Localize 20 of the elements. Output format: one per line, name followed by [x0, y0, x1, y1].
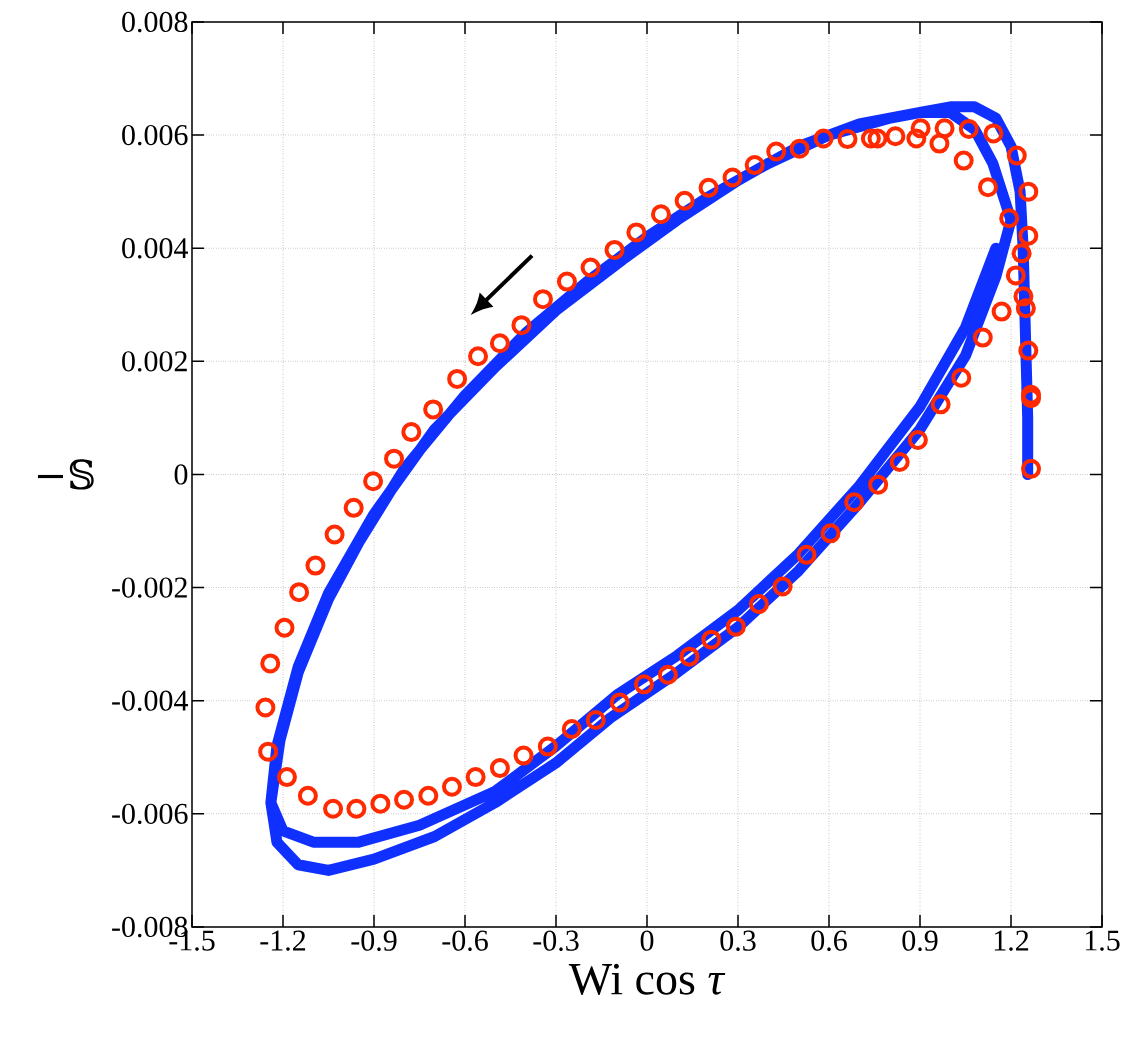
x-tick-label: -0.3: [533, 930, 579, 951]
x-tick-label: 0.9: [902, 930, 938, 951]
y-tick-label: 0.002: [122, 351, 187, 372]
x-tick-label: -0.9: [351, 930, 397, 951]
x-tick-label: -0.6: [442, 930, 488, 951]
y-tick-label: -0.006: [112, 803, 188, 825]
x-axis-title: Wi cos τ: [568, 963, 726, 995]
x-tick-label: 0: [640, 930, 654, 951]
x-tick-label: 0.6: [811, 930, 847, 951]
x-tick-label: 1.5: [1085, 930, 1120, 951]
y-tick-label: 0.004: [122, 238, 188, 259]
y-tick-label: 0.008: [122, 11, 188, 33]
y-tick-label: 0.006: [122, 124, 188, 146]
y-tick-label: 0: [174, 464, 188, 485]
y-tick-label: -0.004: [112, 690, 188, 711]
y-tick-label: -0.002: [112, 577, 187, 598]
x-tick-label: 0.3: [720, 930, 756, 951]
y-axis-title: −𝕊: [37, 459, 94, 490]
x-tick-label: -1.2: [260, 930, 306, 951]
x-tick-label: 1.2: [994, 930, 1029, 951]
